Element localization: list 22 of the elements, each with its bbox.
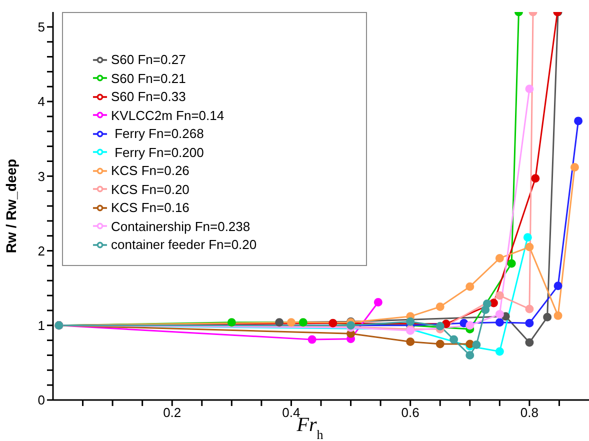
legend-label: S60 Fn=0.21 [111,70,186,86]
x-tick-label: 0.2 [163,405,182,420]
legend-label: KCS Fn=0.20 [111,182,190,196]
legend-label: KVLCC2m Fn=0.14 [111,108,224,122]
y-tick-label: 1 [38,318,45,333]
y-axis-title: Rw / Rw_deep [3,158,19,254]
y-tick-label: 4 [38,94,45,110]
legend-label: KCS Fn=0.16 [111,200,190,215]
x-tick-label: 0.4 [282,405,300,420]
x-tick-label: 0.8 [520,405,538,420]
legend-label: container feeder Fn=0.20 [111,237,257,252]
legend-label: Containership Fn=0.238 [111,218,250,234]
legend-label: KCS Fn=0.26 [111,163,190,178]
y-tick-label: 0 [38,392,45,408]
legend-label: Ferry Fn=0.200 [114,144,204,160]
legend-label: S60 Fn=0.33 [111,89,186,104]
legend-label: S60 Fn=0.27 [111,52,186,67]
x-tick-label: 0.6 [401,405,420,420]
y-tick-label: 5 [38,20,45,35]
y-tick-label: 2 [38,243,45,258]
y-tick-label: 3 [38,168,45,184]
legend-label: Ferry Fn=0.268 [114,126,204,141]
